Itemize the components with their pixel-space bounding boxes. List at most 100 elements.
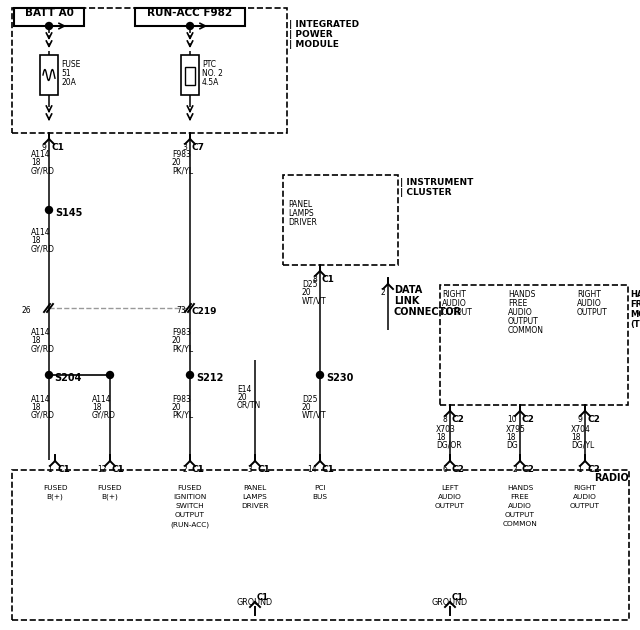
Text: BUS: BUS <box>312 494 328 500</box>
Text: X795: X795 <box>506 425 526 434</box>
Text: OR/TN: OR/TN <box>237 401 261 410</box>
Text: GY/RD: GY/RD <box>31 166 55 175</box>
Circle shape <box>186 23 193 30</box>
Text: HANDS: HANDS <box>630 290 640 299</box>
Text: 20: 20 <box>302 403 312 412</box>
Text: C2: C2 <box>587 465 600 474</box>
Text: 18: 18 <box>506 433 515 442</box>
Text: (RUN-ACC): (RUN-ACC) <box>170 521 209 527</box>
Text: S204: S204 <box>54 373 81 383</box>
Text: | MODULE: | MODULE <box>289 40 339 49</box>
Text: RIGHT: RIGHT <box>577 290 601 299</box>
Bar <box>12 8 287 133</box>
Text: PCI: PCI <box>314 485 326 491</box>
Text: LEFT: LEFT <box>442 485 459 491</box>
Text: 9: 9 <box>41 143 46 152</box>
Text: HANDS: HANDS <box>508 290 536 299</box>
Text: | POWER: | POWER <box>289 30 333 39</box>
Text: 2: 2 <box>512 465 517 474</box>
Text: S230: S230 <box>326 373 353 383</box>
Text: DRIVER: DRIVER <box>288 218 317 227</box>
Text: 9: 9 <box>577 415 582 424</box>
Text: 8: 8 <box>442 415 447 424</box>
Text: C1: C1 <box>57 465 70 474</box>
Text: 51: 51 <box>61 69 70 78</box>
Circle shape <box>45 207 52 214</box>
Text: PK/YL: PK/YL <box>172 411 193 420</box>
Text: AUDIO: AUDIO <box>577 299 602 308</box>
Text: B(+): B(+) <box>102 494 118 500</box>
Text: 1: 1 <box>577 465 582 474</box>
Text: DG: DG <box>506 441 518 450</box>
Text: RIGHT: RIGHT <box>442 290 466 299</box>
Text: 20: 20 <box>172 158 182 167</box>
Text: C1: C1 <box>51 143 64 152</box>
Text: FUSED: FUSED <box>98 485 122 491</box>
Text: AUDIO: AUDIO <box>442 299 467 308</box>
Text: FUSE: FUSE <box>61 60 81 69</box>
Text: S145: S145 <box>55 208 83 218</box>
Text: | CLUSTER: | CLUSTER <box>400 188 451 197</box>
Text: 4.5A: 4.5A <box>202 78 220 87</box>
Text: 1: 1 <box>47 465 52 474</box>
Text: OUTPUT: OUTPUT <box>435 503 465 509</box>
Bar <box>40 55 58 95</box>
Text: FUSED: FUSED <box>178 485 202 491</box>
Bar <box>283 175 398 265</box>
Text: S212: S212 <box>196 373 223 383</box>
Text: 18: 18 <box>31 403 40 412</box>
Circle shape <box>106 372 113 379</box>
Text: OUTPUT: OUTPUT <box>577 308 608 317</box>
Text: C1: C1 <box>112 465 125 474</box>
Text: AUDIO: AUDIO <box>438 494 462 500</box>
Text: A114: A114 <box>31 228 51 237</box>
Text: GY/RD: GY/RD <box>92 411 116 420</box>
Text: 12: 12 <box>97 465 107 474</box>
Text: NO. 2: NO. 2 <box>202 69 223 78</box>
Text: F983: F983 <box>172 150 191 159</box>
Bar <box>185 67 195 85</box>
Text: 73: 73 <box>176 306 186 315</box>
Text: 6: 6 <box>442 465 447 474</box>
Text: C2: C2 <box>522 415 535 424</box>
Text: WT/VT: WT/VT <box>302 411 326 420</box>
Text: 14: 14 <box>307 465 317 474</box>
Text: A114: A114 <box>31 328 51 337</box>
Text: PK/YL: PK/YL <box>172 344 193 353</box>
Text: PANEL: PANEL <box>243 485 267 491</box>
Text: 20: 20 <box>172 403 182 412</box>
Text: FUSED: FUSED <box>43 485 67 491</box>
Text: C1: C1 <box>322 465 335 474</box>
Text: C7: C7 <box>192 143 205 152</box>
Text: FREE: FREE <box>630 300 640 309</box>
Text: LAMPS: LAMPS <box>243 494 268 500</box>
Text: OUTPUT: OUTPUT <box>442 308 473 317</box>
Text: C1: C1 <box>452 593 464 602</box>
Text: A114: A114 <box>31 395 51 404</box>
Text: 18: 18 <box>571 433 580 442</box>
Text: 18: 18 <box>31 158 40 167</box>
Text: 2: 2 <box>182 465 187 474</box>
Text: DG/OR: DG/OR <box>436 441 461 450</box>
Circle shape <box>45 372 52 379</box>
Text: 18: 18 <box>436 433 445 442</box>
Text: PANEL: PANEL <box>288 200 312 209</box>
Text: | INSTRUMENT: | INSTRUMENT <box>400 178 474 187</box>
Text: C1: C1 <box>257 593 269 602</box>
Text: F983: F983 <box>172 395 191 404</box>
Text: C2: C2 <box>452 465 465 474</box>
Text: MODULE: MODULE <box>630 310 640 319</box>
Text: OUTPUT: OUTPUT <box>508 317 539 326</box>
Text: 3: 3 <box>182 143 187 152</box>
Text: CONNECTOR: CONNECTOR <box>394 307 462 317</box>
Text: 8: 8 <box>312 275 317 284</box>
Text: OUTPUT: OUTPUT <box>505 512 535 518</box>
Text: GY/RD: GY/RD <box>31 244 55 253</box>
Text: SWITCH: SWITCH <box>176 503 204 509</box>
Text: C1: C1 <box>257 465 270 474</box>
Text: OUTPUT: OUTPUT <box>175 512 205 518</box>
Text: RUN-ACC F982: RUN-ACC F982 <box>147 8 232 18</box>
Text: COMMON: COMMON <box>502 521 538 527</box>
Text: GY/RD: GY/RD <box>31 411 55 420</box>
Circle shape <box>186 372 193 379</box>
